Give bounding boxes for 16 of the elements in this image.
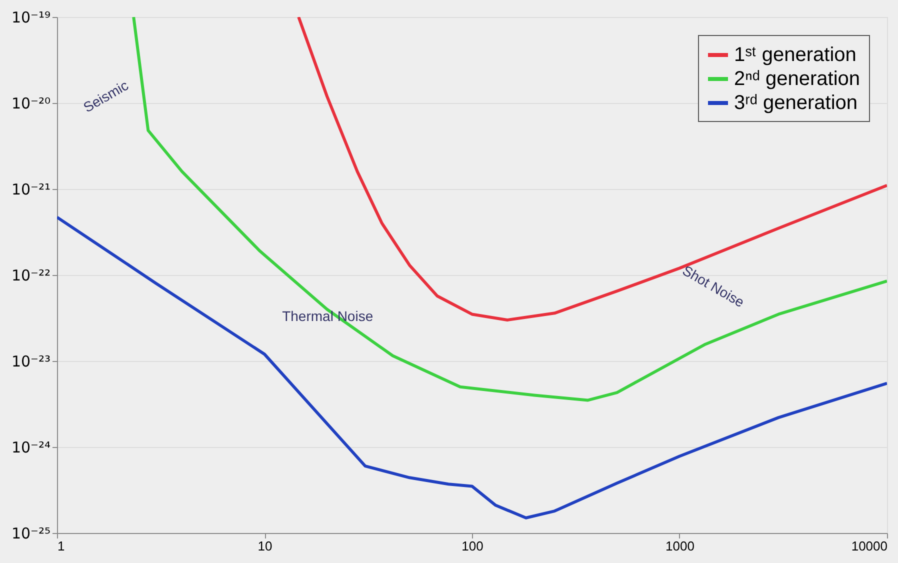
x-tick-label: 1000 xyxy=(666,538,694,554)
legend-label: 2ⁿᵈ generation xyxy=(734,68,860,90)
annotation: Thermal Noise xyxy=(282,308,374,324)
legend-label: 3ʳᵈ generation xyxy=(734,92,858,114)
y-tick-label: 10⁻²⁴ xyxy=(11,438,50,456)
x-tick-label: 1 xyxy=(58,538,65,554)
legend-label: 1ˢᵗ generation xyxy=(734,44,856,66)
y-tick-label: 10⁻²¹ xyxy=(11,180,50,198)
x-tick-label: 10 xyxy=(258,538,272,554)
y-tick-label: 10⁻²³ xyxy=(11,352,50,370)
y-tick-label: 10⁻²⁵ xyxy=(11,524,50,542)
x-tick-label: 100 xyxy=(462,538,484,554)
y-tick-label: 10⁻²⁰ xyxy=(11,94,50,112)
y-tick-label: 10⁻¹⁹ xyxy=(11,8,50,26)
x-tick-label: 10000 xyxy=(851,538,888,554)
y-tick-label: 10⁻²² xyxy=(11,266,50,284)
